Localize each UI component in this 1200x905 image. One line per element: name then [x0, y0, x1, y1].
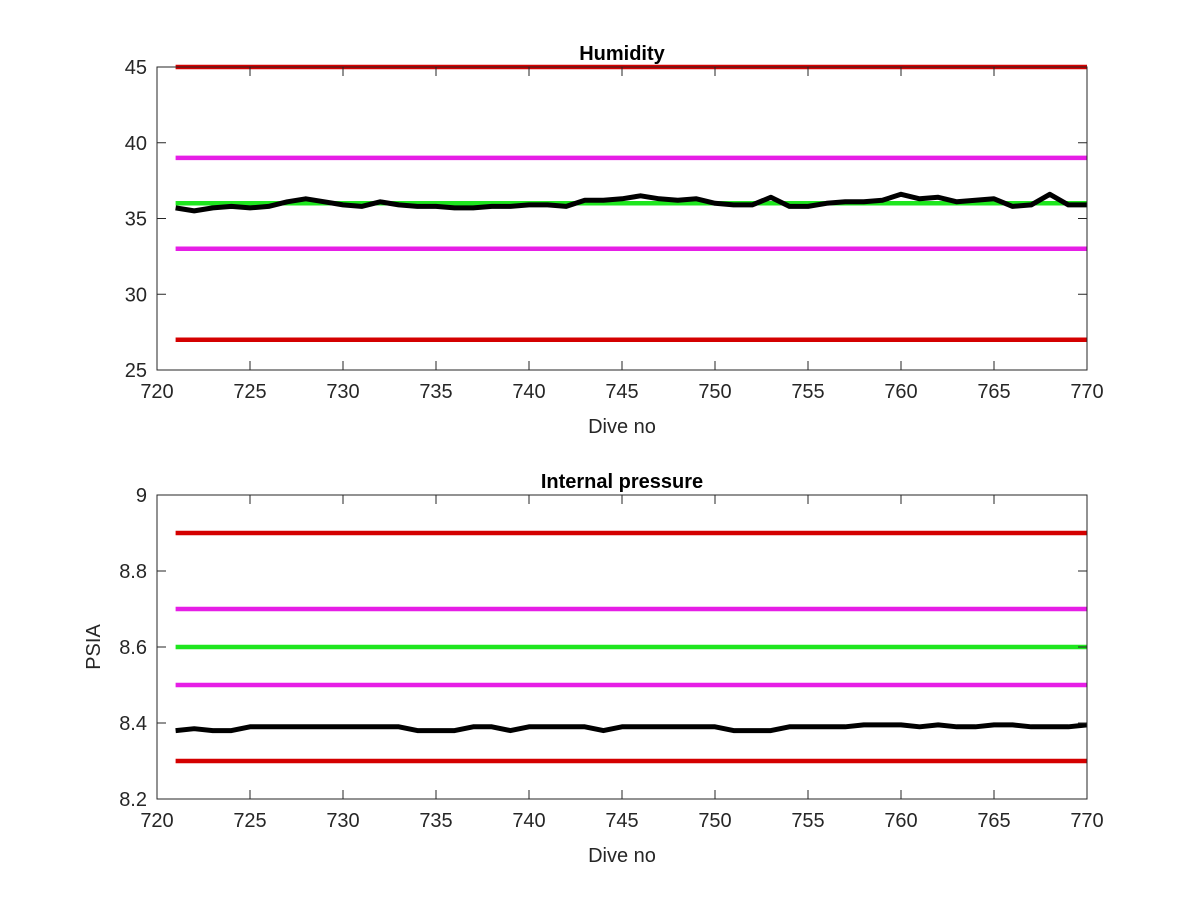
- x-tick-label: 725: [233, 381, 266, 403]
- x-tick-label: 720: [140, 810, 173, 832]
- y-tick-label: 40: [125, 133, 147, 155]
- x-axis-label: Dive no: [588, 416, 656, 438]
- y-tick-label: 8.4: [119, 713, 147, 735]
- y-tick-label: 8.8: [119, 561, 147, 583]
- x-tick-label: 725: [233, 810, 266, 832]
- series-line-6: [175, 191, 1087, 214]
- y-tick-label: 8.6: [119, 637, 147, 659]
- x-tick-label: 765: [977, 381, 1010, 403]
- x-tick-label: 745: [605, 810, 638, 832]
- x-tick-label: 770: [1070, 381, 1103, 403]
- y-tick-label: 35: [125, 209, 147, 231]
- x-tick-label: 745: [605, 381, 638, 403]
- x-tick-label: 740: [512, 810, 545, 832]
- x-tick-label: 720: [140, 381, 173, 403]
- series-line-6: [175, 722, 1088, 734]
- chart-title: Humidity: [579, 43, 665, 65]
- x-tick-label: 740: [512, 381, 545, 403]
- y-tick-label: 8.2: [119, 789, 147, 811]
- x-tick-label: 730: [326, 810, 359, 832]
- x-tick-label: 755: [791, 381, 824, 403]
- x-tick-label: 765: [977, 810, 1010, 832]
- x-tick-label: 730: [326, 381, 359, 403]
- x-tick-label: 750: [698, 810, 731, 832]
- y-tick-label: 25: [125, 360, 147, 382]
- x-axis-label: Dive no: [588, 845, 656, 867]
- x-tick-label: 750: [698, 381, 731, 403]
- x-tick-label: 755: [791, 810, 824, 832]
- x-tick-label: 760: [884, 810, 917, 832]
- x-tick-label: 735: [419, 810, 452, 832]
- x-tick-label: 735: [419, 381, 452, 403]
- chart-title: Internal pressure: [541, 471, 703, 493]
- x-tick-label: 770: [1070, 810, 1103, 832]
- x-tick-label: 760: [884, 381, 917, 403]
- y-tick-label: 45: [125, 57, 147, 79]
- y-axis-label: PSIA: [83, 624, 105, 670]
- chart-2: 720 725 730 735 740 745 750 755 760 765 770 8.2 8.4 8…: [83, 471, 1104, 867]
- axes-box: [156, 66, 1088, 371]
- y-tick-label: 30: [125, 284, 147, 306]
- chart-1: 720 725 730 735 740 745 750 755 760 765 770 25 30 35 4…: [125, 43, 1104, 438]
- y-tick-label: 9: [136, 485, 147, 507]
